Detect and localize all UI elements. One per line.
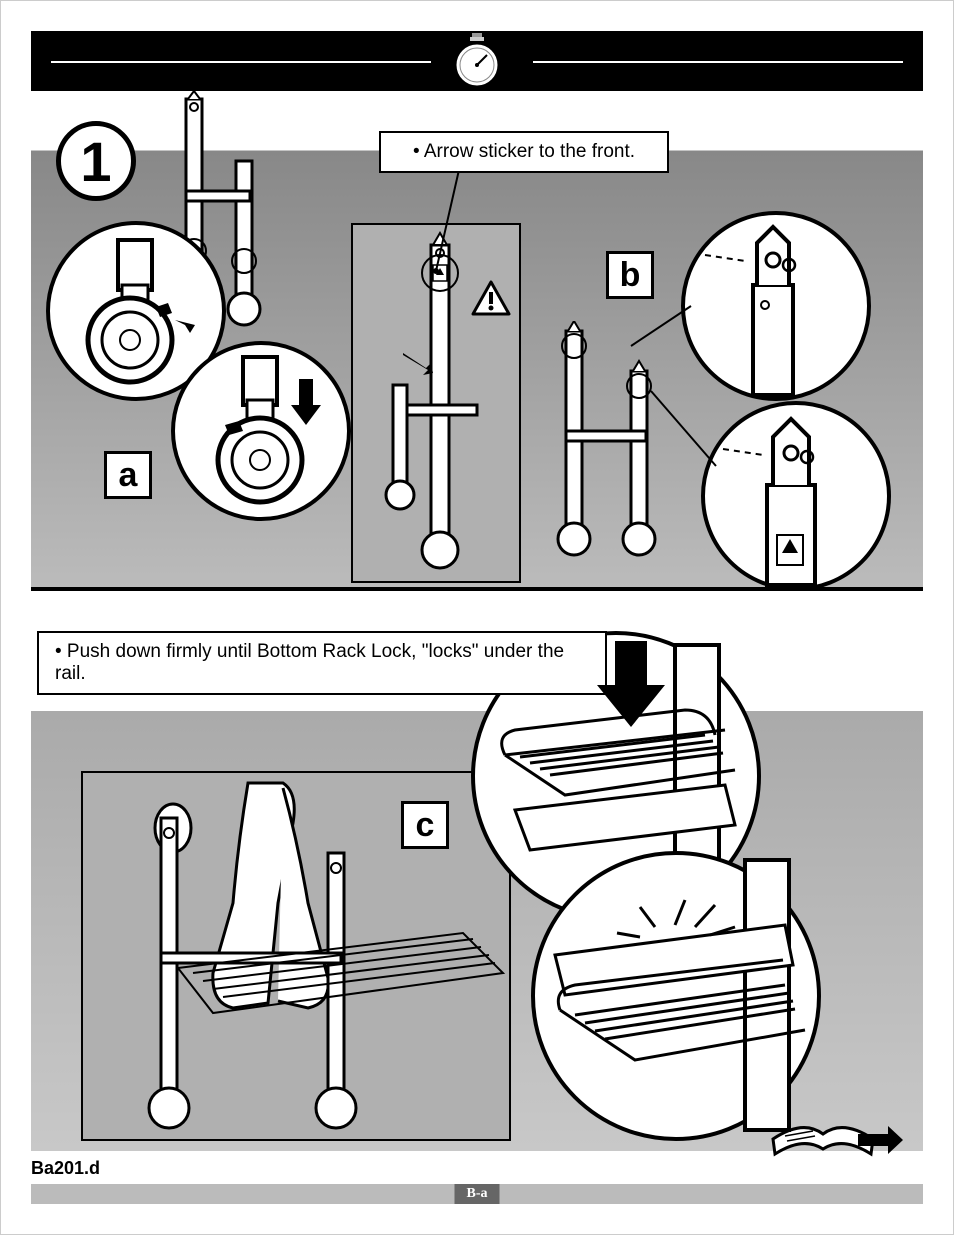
footer-tag: B-a (455, 1184, 500, 1204)
step-number-circle: 1 (56, 121, 136, 201)
step-number: 1 (80, 129, 111, 194)
label-b-text: b (620, 256, 641, 295)
callout-top-text: • Arrow sticker to the front. (413, 141, 635, 162)
pin-detail-b2 (701, 401, 891, 591)
label-c: c (401, 801, 449, 849)
label-a-text: a (119, 456, 138, 495)
header-line-left (51, 61, 431, 63)
stopwatch-icon (449, 33, 505, 89)
callout-bottom: • Push down firmly until Bottom Rack Loc… (37, 631, 607, 695)
leader-b (621, 301, 721, 501)
label-a: a (104, 451, 152, 499)
callout-leader-line (351, 161, 501, 291)
caster-detail-a2 (171, 341, 351, 521)
assembly-instruction-page: 1 • Arrow sticker to the front. (0, 0, 954, 1235)
label-c-text: c (416, 806, 435, 845)
rack-detail-c2 (531, 851, 821, 1141)
label-b: b (606, 251, 654, 299)
document-id-text: Ba201.d (31, 1158, 100, 1178)
footer-tag-text: B-a (467, 1186, 488, 1201)
header-line-right (533, 61, 903, 63)
down-arrow-c (591, 641, 671, 731)
document-id: Ba201.d (31, 1158, 100, 1179)
callout-bottom-text: • Push down firmly until Bottom Rack Loc… (55, 641, 564, 684)
callout-top: • Arrow sticker to the front. (379, 131, 669, 173)
down-arrow-a (289, 379, 323, 427)
